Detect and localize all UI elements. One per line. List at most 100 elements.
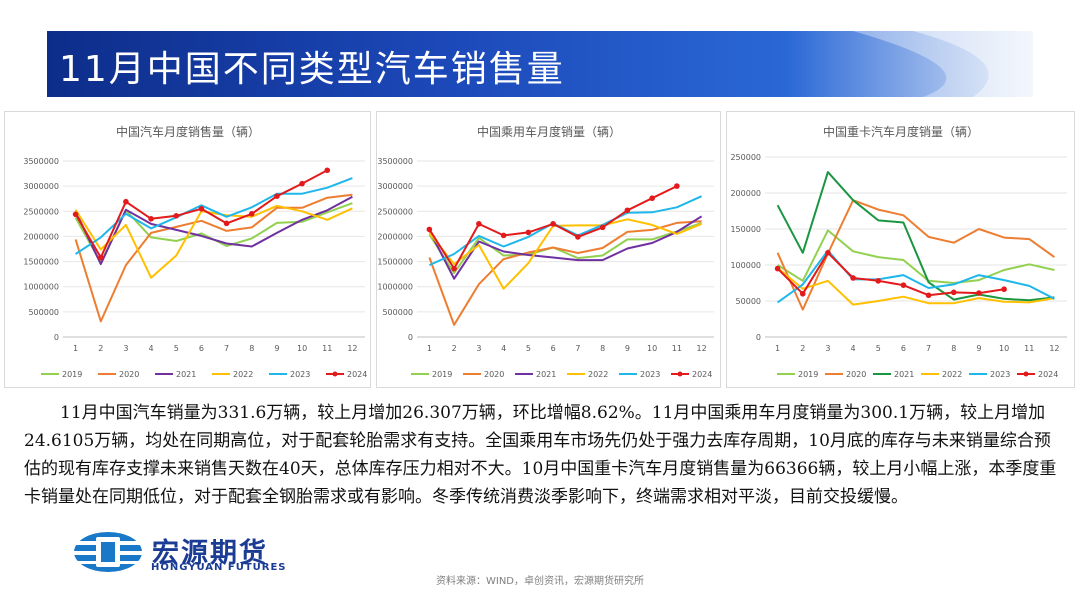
- point-2024: [500, 232, 507, 239]
- x-tick-label: 4: [501, 344, 506, 353]
- y-tick-label: 3000000: [23, 182, 59, 191]
- point-2024: [173, 213, 180, 219]
- x-tick-label: 9: [625, 344, 630, 353]
- series-line-2021: [74, 195, 353, 266]
- series-line-2023: [777, 249, 1055, 304]
- y-tick-label: 100000: [730, 261, 761, 270]
- legend-label-2024: 2024: [1038, 370, 1058, 379]
- legend-label-2020: 2020: [119, 370, 139, 379]
- point-2024: [674, 183, 680, 189]
- point-2024: [575, 234, 581, 240]
- x-tick-label: 6: [551, 344, 556, 353]
- point-2024: [976, 290, 982, 296]
- x-tick-label: 3: [825, 344, 830, 353]
- x-tick-label: 10: [999, 344, 1009, 353]
- legend-marker-2024: [1023, 371, 1029, 377]
- y-tick-label: 3500000: [23, 157, 59, 166]
- x-tick-label: 10: [647, 344, 657, 353]
- legend-label-2019: 2019: [798, 370, 818, 379]
- y-tick-label: 2500000: [23, 207, 59, 216]
- legend-label-2019: 2019: [432, 370, 452, 379]
- point-2024: [875, 278, 882, 284]
- point-2024: [451, 265, 457, 272]
- point-2024: [649, 195, 655, 202]
- legend-label-2023: 2023: [640, 370, 660, 379]
- series-line-2024: [74, 169, 328, 259]
- x-tick-label: 2: [452, 344, 457, 353]
- logo-emblem-icon: [74, 532, 142, 572]
- point-2024: [1001, 286, 1007, 293]
- chart-panel-auto: 中国汽车月度销售量（辆） 0 500000 1000000 1500000 2000000…: [4, 111, 371, 388]
- legend-label-2020: 2020: [846, 370, 866, 379]
- x-tick-label: 7: [926, 344, 931, 353]
- x-tick-label: 3: [476, 344, 481, 353]
- x-tick-label: 12: [347, 344, 357, 353]
- point-2024: [274, 193, 280, 199]
- point-2024: [299, 180, 305, 187]
- point-2024: [148, 216, 154, 222]
- point-2024: [624, 207, 631, 214]
- x-tick-label: 6: [901, 344, 906, 353]
- x-tick-label: 7: [224, 344, 229, 353]
- x-tick-label: 9: [976, 344, 981, 353]
- company-logo: 宏源期货 HONGYUAN FUTURES: [72, 527, 312, 577]
- chart-auto-sales: 中国汽车月度销售量（辆） 0 500000 1000000 1500000 2000000…: [23, 124, 367, 379]
- y-tick-label: 2000000: [377, 232, 413, 241]
- x-tick-label: 2: [98, 344, 103, 353]
- y-tick-label: 50000: [736, 297, 761, 306]
- banner-decoration: [853, 31, 1033, 97]
- point-2024: [248, 211, 255, 217]
- x-tick-label: 12: [697, 344, 707, 353]
- y-tick-label: 500000: [382, 308, 413, 317]
- y-tick-label: 0: [54, 333, 59, 342]
- x-tick-label: 4: [149, 344, 154, 353]
- x-tick-label: 2: [800, 344, 805, 353]
- y-tick-label: 1000000: [23, 283, 59, 292]
- point-2024: [925, 292, 932, 299]
- chart-panel-heavy-truck: 中国重卡汽车月度销量（辆） 0 50000 100000 150000 200000 250…: [726, 111, 1075, 388]
- point-2024: [72, 211, 79, 218]
- y-tick-label: 150000: [730, 225, 761, 234]
- legend-label-2021: 2021: [894, 370, 914, 379]
- y-tick-label: 2000000: [23, 232, 59, 241]
- series-line-2020: [776, 199, 1055, 311]
- legend-label-2019: 2019: [62, 370, 82, 379]
- series-line-2022: [74, 204, 353, 279]
- y-tick-label: 3000000: [377, 182, 413, 191]
- chart-passenger-sales: 中国乘用车月度销量（辆） 0 500000 1000000 1500000 2000000…: [377, 124, 714, 379]
- x-tick-label: 1: [427, 344, 432, 353]
- series-line-2024: [776, 251, 1005, 297]
- y-tick-label: 3500000: [377, 157, 413, 166]
- y-tick-label: 0: [408, 333, 413, 342]
- x-tick-label: 11: [322, 344, 332, 353]
- series-line-2019: [428, 221, 702, 275]
- point-2024: [950, 289, 957, 296]
- page-title: 11月中国不同类型汽车销售量: [59, 49, 565, 90]
- point-2024: [599, 224, 606, 231]
- legend-label-2022: 2022: [233, 370, 253, 379]
- x-tick-label: 5: [526, 344, 531, 353]
- point-2024: [198, 205, 205, 212]
- point-2024: [799, 291, 806, 297]
- y-tick-label: 250000: [730, 153, 761, 162]
- y-tick-label: 200000: [730, 189, 761, 198]
- point-2024: [825, 249, 831, 256]
- legend-label-2020: 2020: [484, 370, 504, 379]
- chart-title: 中国重卡汽车月度销量（辆）: [823, 124, 979, 139]
- logo-text-en: HONGYUAN FUTURES: [151, 562, 287, 573]
- x-tick-label: 3: [123, 344, 128, 353]
- legend-label-2021: 2021: [536, 370, 556, 379]
- legend-marker-2024: [332, 371, 338, 377]
- y-tick-label: 2500000: [377, 207, 413, 216]
- legend-label-2021: 2021: [176, 370, 196, 379]
- chart-panel-passenger: 中国乘用车月度销量（辆） 0 500000 1000000 1500000 2000000…: [376, 111, 721, 388]
- legend-label-2024: 2024: [347, 370, 367, 379]
- legend-label-2022: 2022: [942, 370, 962, 379]
- legend-label-2023: 2023: [990, 370, 1010, 379]
- point-2024: [426, 226, 433, 233]
- legend-label-2024: 2024: [692, 370, 712, 379]
- x-tick-label: 11: [1024, 344, 1034, 353]
- series-line-2022: [776, 267, 1055, 306]
- chart-title: 中国乘用车月度销量（辆）: [477, 124, 621, 139]
- chart-heavy-truck-sales: 中国重卡汽车月度销量（辆） 0 50000 100000 150000 200000 250…: [730, 124, 1067, 379]
